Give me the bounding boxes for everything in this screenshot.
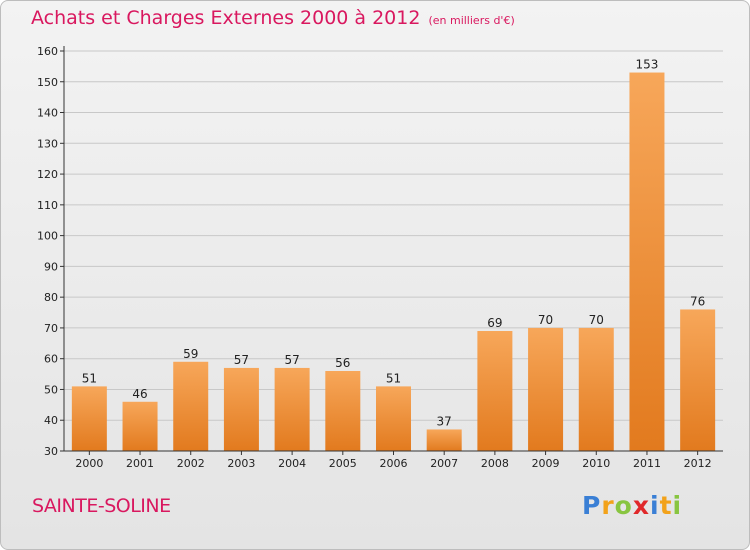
y-tick-label: 90 — [44, 260, 58, 273]
y-tick-label: 50 — [44, 383, 58, 396]
x-tick-label: 2003 — [227, 457, 255, 470]
x-tick-label: 2010 — [582, 457, 610, 470]
bar-value-label: 69 — [487, 316, 502, 330]
x-tick-label: 2000 — [75, 457, 103, 470]
y-tick-label: 30 — [44, 445, 58, 458]
chart-title-line: Achats et Charges Externes 2000 à 2012 (e… — [31, 7, 515, 29]
y-tick-label: 160 — [37, 45, 58, 58]
x-tick-label: 2009 — [532, 457, 560, 470]
logo-letter: i — [650, 491, 660, 520]
bars — [71, 72, 716, 452]
logo-letter: o — [614, 491, 633, 520]
y-tick-label: 120 — [37, 168, 58, 181]
bar-value-label: 51 — [82, 371, 97, 385]
x-tick-label: 2007 — [430, 457, 458, 470]
y-tick-label: 140 — [37, 107, 58, 120]
labels: 30 40 50 60 70 80 90 100 110 120 130 140 150 160 51 200… — [37, 45, 712, 470]
logo-letter: x — [632, 491, 650, 520]
logo-letter: r — [601, 491, 615, 520]
y-tick-label: 100 — [37, 230, 58, 243]
y-tick-label: 130 — [37, 137, 58, 150]
x-tick-label: 2004 — [278, 457, 306, 470]
bar-value-label: 59 — [183, 347, 198, 361]
gridlines — [64, 50, 723, 421]
bar — [578, 327, 614, 451]
bar — [528, 327, 564, 451]
bar — [325, 371, 361, 451]
y-tick-label: 80 — [44, 291, 58, 304]
x-tick-label: 2011 — [633, 457, 661, 470]
bar-value-label: 76 — [690, 294, 705, 308]
location-label: SAINTE-SOLINE — [32, 495, 171, 517]
y-tick-label: 150 — [37, 76, 58, 89]
bar — [426, 429, 462, 451]
chart-unit-label: (en milliers d'€) — [428, 14, 515, 27]
bar — [680, 309, 716, 451]
y-tick-label: 40 — [44, 414, 58, 427]
bar — [376, 386, 411, 451]
bar-value-label: 51 — [386, 371, 401, 385]
y-tick-label: 70 — [44, 322, 58, 335]
bar-value-label: 56 — [335, 356, 350, 370]
bar-value-label: 70 — [538, 313, 553, 327]
x-tick-label: 2002 — [177, 457, 205, 470]
bar — [71, 386, 107, 451]
x-tick-label: 2005 — [329, 457, 357, 470]
proxiti-logo: Proxiti — [582, 491, 682, 520]
bar — [274, 367, 310, 451]
bar-value-label: 37 — [437, 414, 452, 428]
bar-value-label: 57 — [234, 353, 249, 367]
axes — [60, 46, 723, 455]
x-tick-label: 2001 — [126, 457, 154, 470]
x-tick-label: 2008 — [481, 457, 509, 470]
logo-letter: i — [672, 491, 683, 520]
bar — [173, 361, 209, 451]
bar — [477, 331, 513, 451]
x-tick-label: 2006 — [380, 457, 408, 470]
y-tick-label: 60 — [44, 353, 58, 366]
logo-letter: t — [659, 491, 673, 520]
bar-value-label: 70 — [589, 313, 604, 327]
x-tick-label: 2012 — [684, 457, 712, 470]
bar — [223, 367, 259, 451]
logo-letter: P — [582, 491, 602, 520]
bar — [122, 401, 158, 451]
bar-value-label: 57 — [284, 353, 299, 367]
bar — [629, 72, 665, 452]
bar-value-label: 153 — [636, 58, 659, 72]
chart-title: Achats et Charges Externes 2000 à 2012 — [31, 7, 421, 29]
y-tick-label: 110 — [37, 199, 58, 212]
bar-value-label: 46 — [132, 387, 147, 401]
